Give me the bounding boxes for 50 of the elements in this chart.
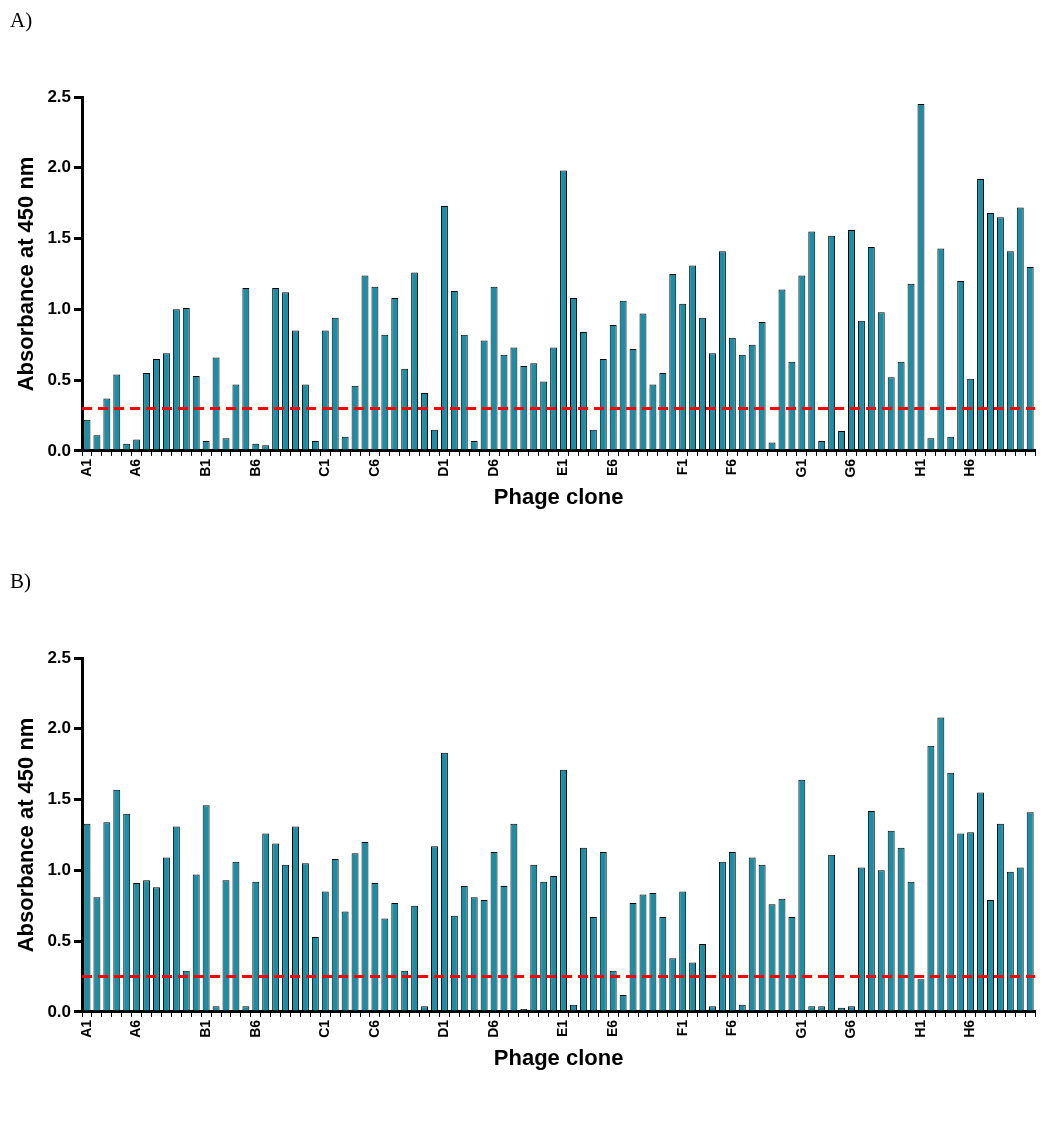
x-tick-label: D6 (484, 1019, 501, 1038)
y-tick-label: 2.0 (47, 157, 72, 177)
x-tick-label: D1 (435, 458, 452, 477)
x-tick-label: H1 (911, 1019, 928, 1038)
x-tick-label: E6 (604, 458, 621, 477)
x-tick-label: G6 (842, 458, 859, 478)
x-tick-label: A1 (77, 458, 94, 477)
x-tick-label: B1 (197, 458, 213, 477)
x-tick-label: D1 (435, 1019, 452, 1038)
x-tick-label: F6 (723, 458, 740, 476)
x-tick-label: H6 (961, 458, 978, 477)
x-tick-label: H1 (911, 458, 928, 477)
x-tick-label: C6 (365, 458, 382, 477)
x-tick-label: D6 (484, 458, 501, 477)
x-tick-label: A6 (127, 458, 144, 477)
x-tick-label: F1 (673, 1019, 690, 1037)
chart-title: B) (10, 569, 31, 594)
x-tick-label: A1 (77, 1019, 94, 1038)
x-tick-label: H6 (961, 1019, 978, 1038)
y-axis-title: Absorbance at 450 nm (13, 717, 39, 953)
y-tick-label: 1.5 (47, 228, 72, 248)
x-tick-label: B1 (197, 1019, 213, 1038)
y-tick-label: 2.5 (47, 647, 72, 667)
y-tick-label: 0.5 (47, 369, 72, 389)
y-tick-label: 0.5 (47, 930, 72, 950)
x-tick-label: C6 (365, 1019, 382, 1038)
x-tick-label: B6 (246, 458, 263, 477)
x-tick-label: F1 (673, 458, 690, 476)
y-tick-label: 2.0 (47, 718, 72, 738)
y-tick-label: 1.5 (47, 789, 72, 809)
x-tick-label: G1 (792, 458, 809, 478)
x-tick-label: B6 (246, 1019, 263, 1038)
x-tick-label: G1 (792, 1019, 809, 1039)
x-axis-title: Phage clone (493, 483, 624, 509)
x-tick-label: E6 (604, 1019, 621, 1038)
x-tick-label: E1 (554, 1019, 571, 1038)
y-tick-label: 0.0 (47, 1001, 72, 1021)
x-axis-title: Phage clone (493, 1044, 624, 1070)
x-tick-label: F6 (723, 1019, 740, 1037)
y-tick-label: 0.0 (47, 440, 72, 460)
y-tick-label: 2.5 (47, 86, 72, 106)
x-tick-label: A6 (127, 1019, 144, 1038)
x-tick-label: E1 (554, 458, 571, 477)
x-tick-label: G6 (842, 1019, 859, 1039)
x-tick-label: C1 (316, 1019, 333, 1038)
chart-title: A) (10, 8, 33, 33)
y-tick-label: 1.0 (47, 299, 72, 319)
x-tick-label: C1 (316, 458, 333, 477)
y-tick-label: 1.0 (47, 860, 72, 880)
y-axis-title: Absorbance at 450 nm (13, 156, 39, 392)
